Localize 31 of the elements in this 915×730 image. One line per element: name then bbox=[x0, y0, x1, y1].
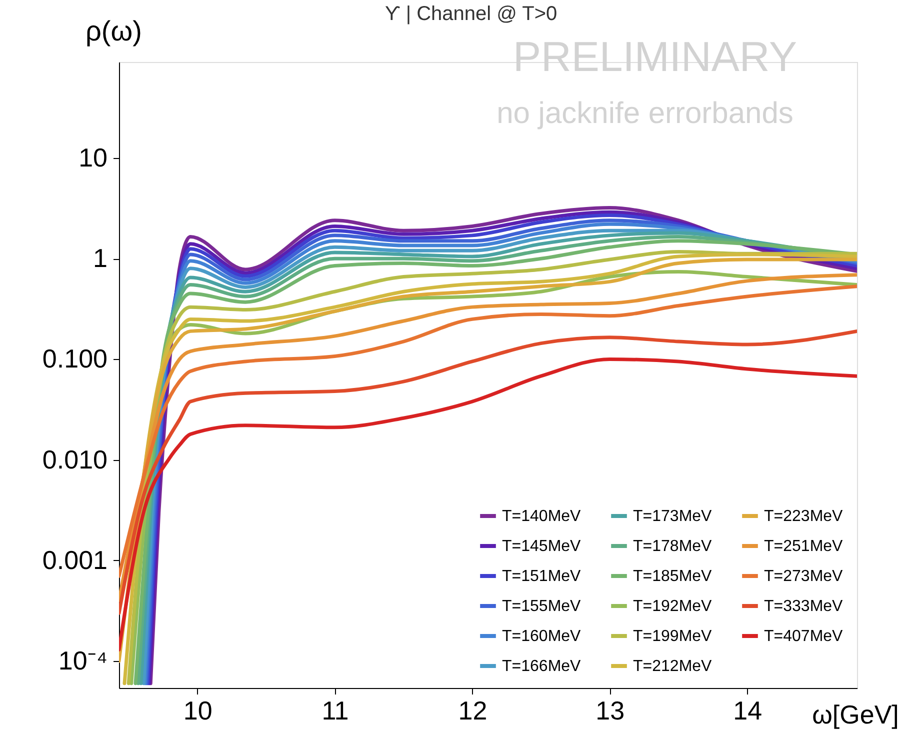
legend-label: T=199MeV bbox=[633, 628, 712, 645]
y-tick-label: 10⁻⁴ bbox=[58, 646, 108, 676]
x-tick-label: 12 bbox=[458, 696, 488, 726]
legend-label: T=155MeV bbox=[502, 598, 582, 615]
y-tick-label: 1 bbox=[93, 243, 108, 274]
legend-label: T=251MeV bbox=[764, 538, 844, 555]
legend-label: T=223MeV bbox=[764, 508, 844, 525]
legend-label: T=160MeV bbox=[502, 628, 582, 645]
y-tick-label: 0.001 bbox=[42, 544, 108, 575]
x-axis-title: ω[GeV] bbox=[812, 700, 899, 730]
legend-label: T=273MeV bbox=[764, 568, 844, 585]
x-tick-label: 14 bbox=[733, 696, 762, 726]
y-tick-label: 10 bbox=[78, 142, 108, 173]
y-tick-label: 0.100 bbox=[42, 344, 108, 374]
legend-label: T=192MeV bbox=[633, 598, 712, 615]
legend-label: T=333MeV bbox=[764, 598, 844, 615]
legend-label: T=145MeV bbox=[502, 538, 582, 555]
y-tick-label: 0.010 bbox=[42, 444, 108, 474]
x-tick-label: 11 bbox=[322, 696, 349, 726]
legend-label: T=212MeV bbox=[633, 658, 712, 675]
legend-label: T=173MeV bbox=[633, 508, 712, 525]
chart-title: ϒ | Channel @ T>0 bbox=[384, 3, 558, 25]
legend-label: T=407MeV bbox=[764, 628, 844, 645]
legend-label: T=166MeV bbox=[502, 658, 582, 675]
y-axis-title: ρ(ω) bbox=[86, 16, 142, 46]
x-tick-label: 10 bbox=[183, 696, 212, 726]
legend-label: T=178MeV bbox=[633, 538, 712, 555]
x-tick-label: 13 bbox=[596, 696, 625, 726]
legend-label: T=140MeV bbox=[502, 508, 582, 525]
legend-label: T=151MeV bbox=[502, 568, 582, 585]
legend-label: T=185MeV bbox=[633, 568, 712, 585]
